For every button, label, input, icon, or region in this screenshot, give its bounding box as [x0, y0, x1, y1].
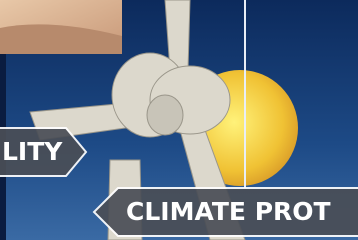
hand-photo [0, 0, 122, 54]
image: LITY CLIMATE PROT [0, 0, 358, 240]
banner-bottom: CLIMATE PROT [94, 188, 358, 236]
banner-left: LITY [0, 128, 86, 176]
banner-text: LITY [2, 137, 63, 166]
banner-text: CLIMATE PROT [126, 197, 331, 226]
